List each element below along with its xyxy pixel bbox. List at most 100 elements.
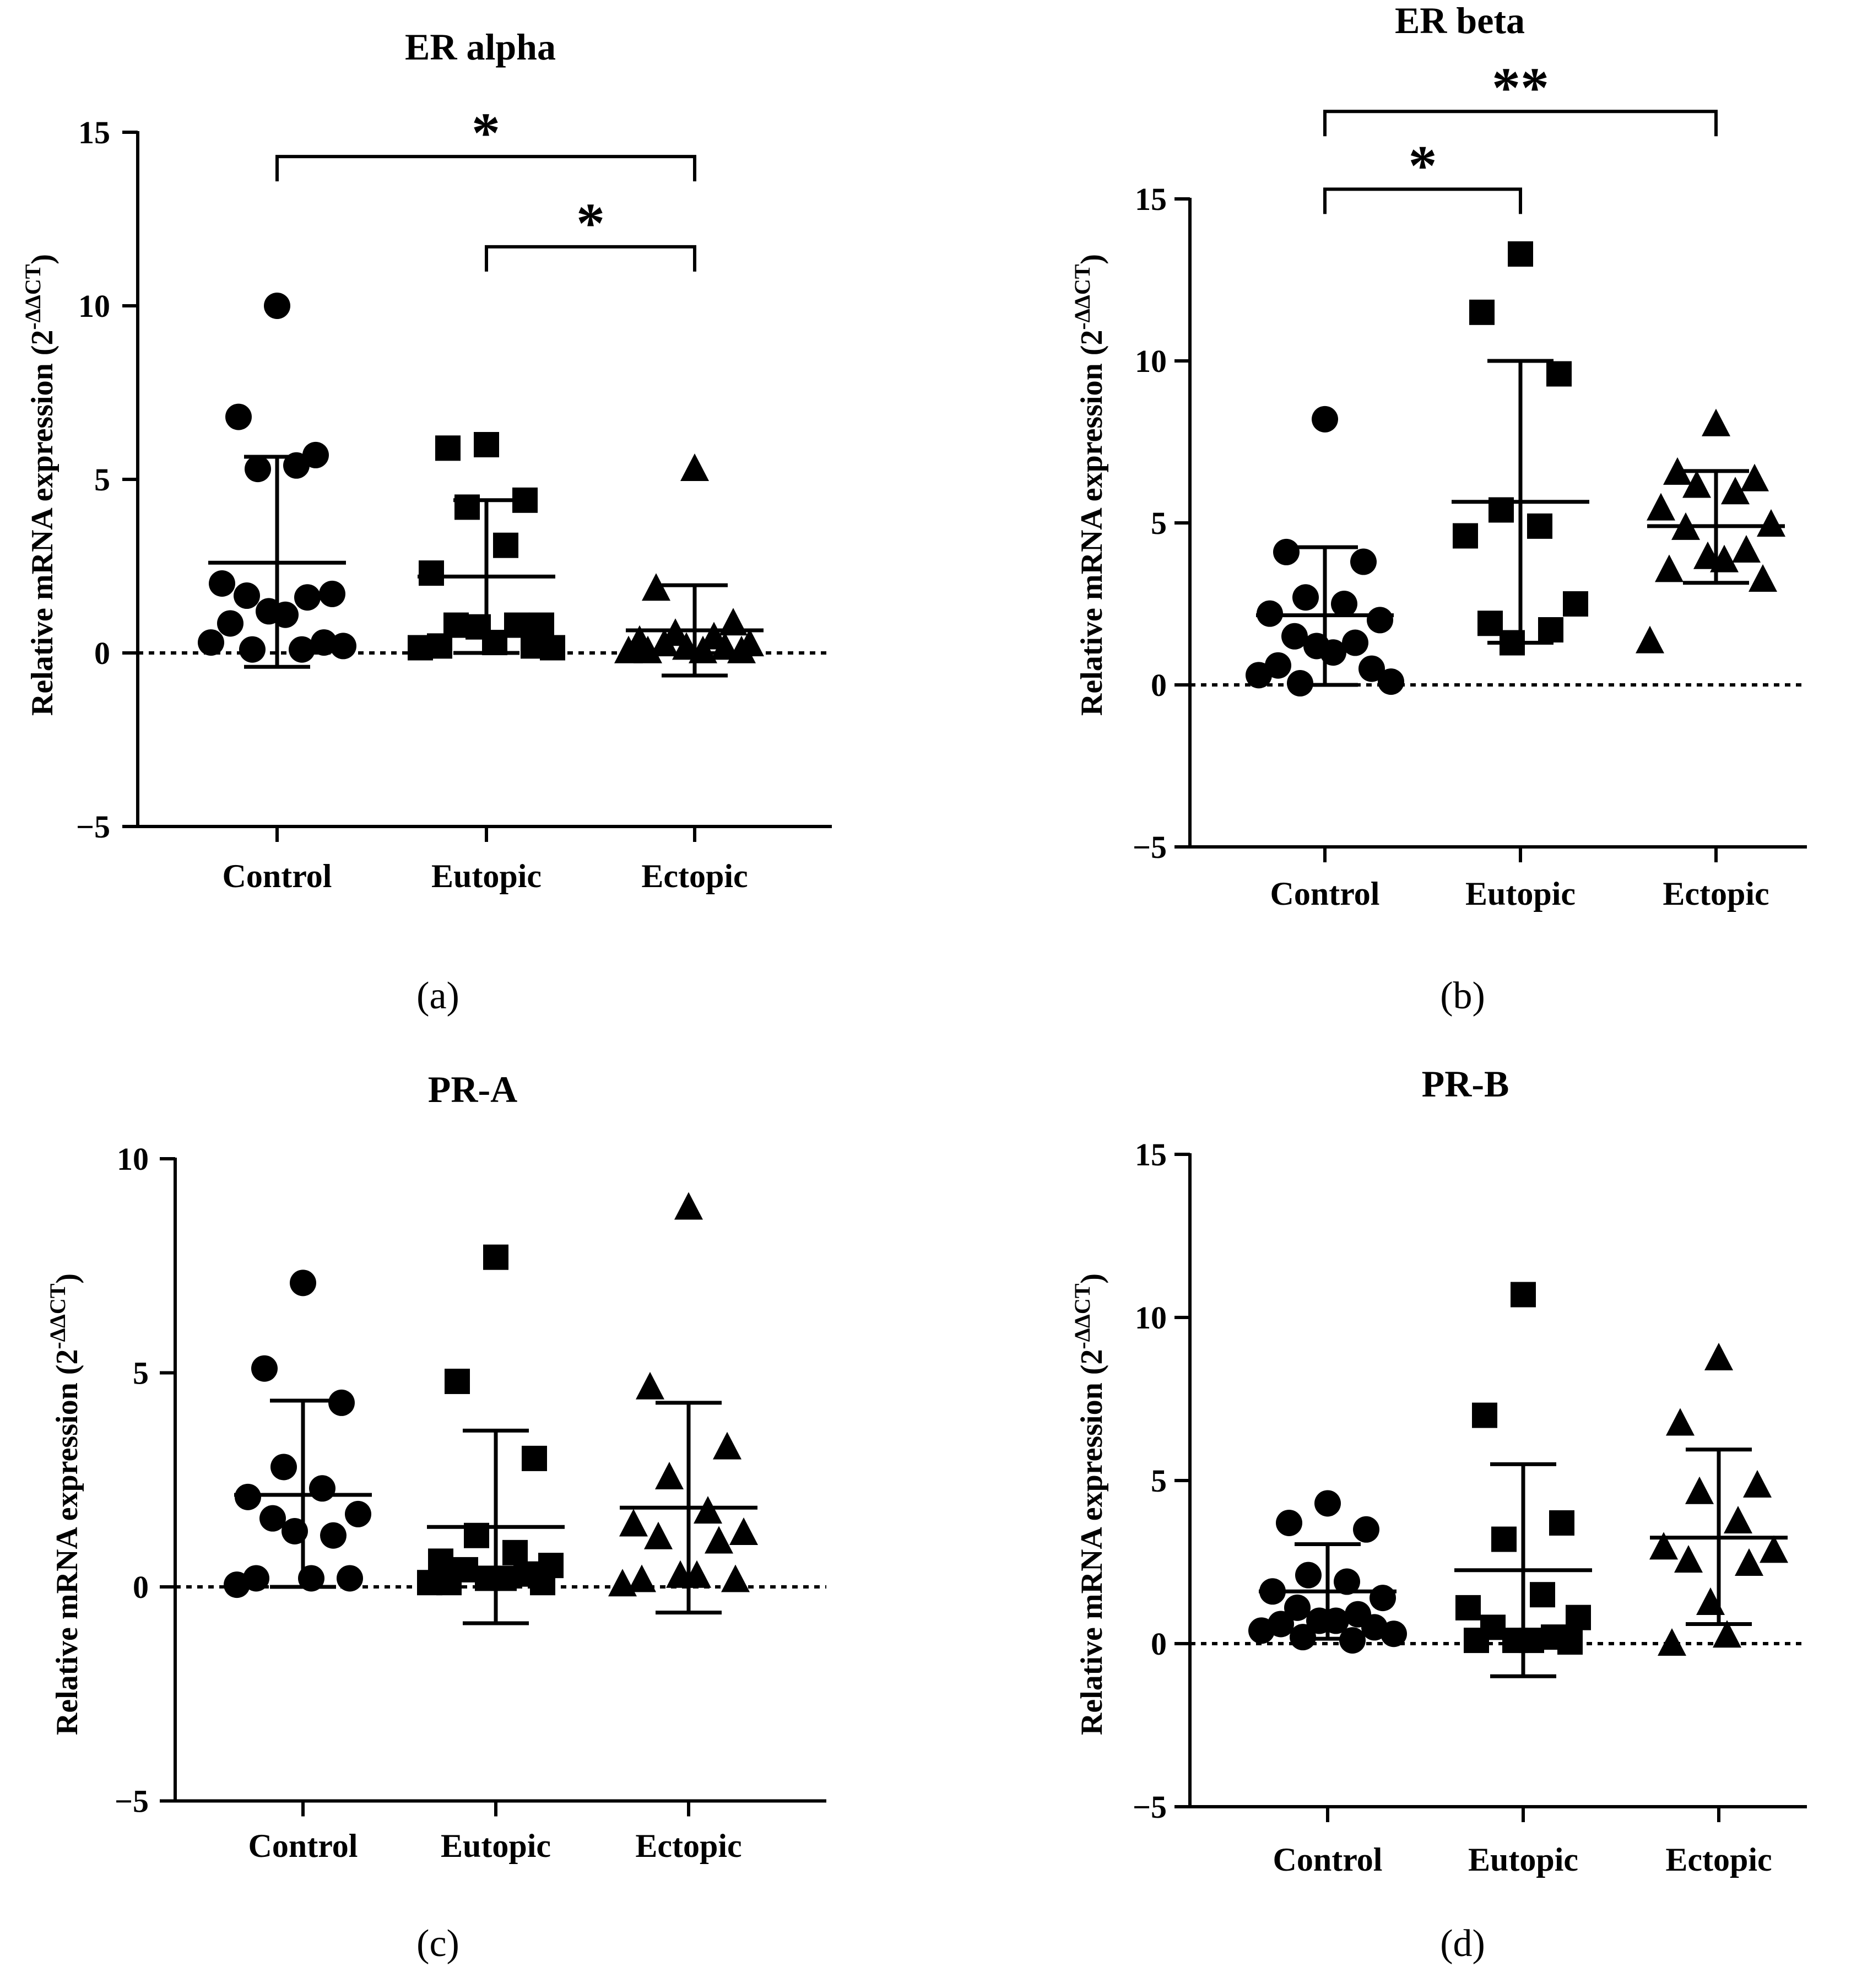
data-point-triangle <box>672 632 701 660</box>
data-point-circle <box>328 1389 355 1416</box>
significance-label: * <box>576 192 605 255</box>
data-point-triangle <box>1743 1470 1772 1498</box>
x-category-label: Ectopic <box>641 858 748 894</box>
data-point-triangle <box>608 1569 637 1597</box>
data-point-triangle <box>674 1192 703 1220</box>
data-point-circle <box>1339 1627 1366 1654</box>
data-point-circle <box>1358 655 1385 682</box>
data-point-triangle <box>627 1564 656 1592</box>
data-point-square <box>464 1522 489 1548</box>
series-control <box>1246 406 1404 697</box>
series-eutopic <box>1452 241 1589 656</box>
data-point-circle <box>1323 1607 1349 1634</box>
data-point-square <box>474 432 499 457</box>
data-point-circle <box>198 629 224 656</box>
x-category-label: Ectopic <box>1663 876 1769 912</box>
data-point-circle <box>302 441 329 468</box>
data-point-triangle <box>1696 1587 1725 1616</box>
data-point-triangle <box>1760 1535 1788 1563</box>
data-point-circle <box>320 1522 347 1549</box>
x-category-label: Eutopic <box>1468 1841 1578 1878</box>
data-point-triangle <box>1666 1408 1695 1436</box>
data-point-circle <box>209 570 235 597</box>
data-point-triangle <box>1663 457 1692 485</box>
y-axis-label-main: Relative mRNA expression (2 <box>1075 1349 1109 1735</box>
series-control <box>198 293 356 669</box>
panel-label: (b) <box>1440 975 1485 1017</box>
data-point-circle <box>1246 662 1272 689</box>
data-point-circle <box>1367 607 1393 634</box>
data-point-circle <box>1292 584 1319 611</box>
data-point-triangle <box>1693 541 1722 569</box>
data-point-square <box>454 494 480 520</box>
series-ectopic <box>1649 1343 1788 1656</box>
data-point-square <box>1519 1628 1544 1654</box>
data-point-triangle <box>1724 1506 1752 1534</box>
data-point-circle <box>1331 591 1357 617</box>
data-point-triangle <box>680 453 709 481</box>
data-point-circle <box>1314 1490 1341 1517</box>
y-axis-label-main: Relative mRNA expression (2 <box>50 1349 84 1735</box>
y-axis-label-main: Relative mRNA expression (2 <box>1075 330 1109 716</box>
y-tick-label: 5 <box>1151 1463 1167 1499</box>
data-point-circle <box>1287 670 1313 697</box>
data-point-triangle <box>1704 1343 1733 1371</box>
data-point-circle <box>264 293 290 319</box>
data-point-triangle <box>689 635 717 663</box>
x-category-label: Ectopic <box>635 1828 741 1864</box>
data-point-square <box>1546 361 1572 387</box>
significance-label: * <box>1409 134 1437 197</box>
y-tick-label: −5 <box>115 1784 149 1819</box>
data-point-triangle <box>721 1564 750 1592</box>
x-category-label: Control <box>248 1828 358 1864</box>
x-category-label: Control <box>1273 1841 1383 1878</box>
data-point-square <box>1453 523 1478 549</box>
data-point-triangle <box>1636 625 1664 653</box>
y-axis-label-superscript: -ΔΔCT <box>1070 1283 1095 1349</box>
data-point-square <box>522 1445 547 1471</box>
data-point-circle <box>270 1454 297 1481</box>
data-point-triangle <box>729 1517 758 1545</box>
chart-panel-3: PR-A (c) Relative mRNA expression (2-ΔΔCT)… <box>45 1068 826 1965</box>
data-point-circle <box>1312 406 1338 433</box>
y-axis-label-close: ) <box>25 254 59 264</box>
data-point-circle <box>289 636 315 663</box>
data-point-square <box>419 560 444 586</box>
chart-title: ER alpha <box>405 26 556 68</box>
data-point-circle <box>224 1571 250 1598</box>
data-point-circle <box>1295 1562 1322 1589</box>
data-point-triangle <box>642 573 670 601</box>
data-point-triangle <box>711 632 739 660</box>
chart-title: ER beta <box>1395 0 1525 41</box>
data-point-circle <box>1370 1585 1396 1612</box>
x-category-label: Eutopic <box>441 1828 551 1864</box>
data-point-square <box>1500 630 1525 656</box>
data-point-circle <box>1257 600 1283 627</box>
data-point-square <box>1511 1282 1536 1308</box>
data-point-square <box>1488 497 1514 523</box>
panel-label: (c) <box>416 1922 459 1965</box>
data-point-square <box>482 630 507 656</box>
y-axis-label-main: Relative mRNA expression (2 <box>25 330 59 716</box>
data-point-triangle <box>636 1371 664 1400</box>
x-category-label: Control <box>223 858 332 894</box>
data-point-triangle <box>719 608 748 636</box>
data-point-square <box>1469 299 1495 325</box>
data-point-circle <box>251 1355 278 1382</box>
x-category-label: Eutopic <box>1465 876 1576 912</box>
data-point-triangle <box>1713 1620 1741 1648</box>
chart-title: PR-B <box>1422 1063 1509 1105</box>
data-point-triangle <box>1649 1532 1678 1560</box>
chart-panel-4: PR-B (d) Relative mRNA expression (2-ΔΔCT)… <box>1070 1063 1807 1965</box>
data-point-triangle <box>1721 477 1750 505</box>
data-point-circle <box>235 1483 261 1510</box>
data-point-circle <box>337 1565 363 1592</box>
y-axis-label: Relative mRNA expression (2-ΔΔCT) <box>45 1273 84 1735</box>
data-point-circle <box>1248 1617 1275 1644</box>
data-point-square <box>483 1244 508 1270</box>
data-point-square <box>1527 513 1552 539</box>
data-point-triangle <box>1740 463 1769 491</box>
y-axis-label-close: ) <box>1075 1273 1109 1284</box>
data-point-triangle <box>1658 1628 1686 1656</box>
data-point-triangle <box>634 635 662 663</box>
